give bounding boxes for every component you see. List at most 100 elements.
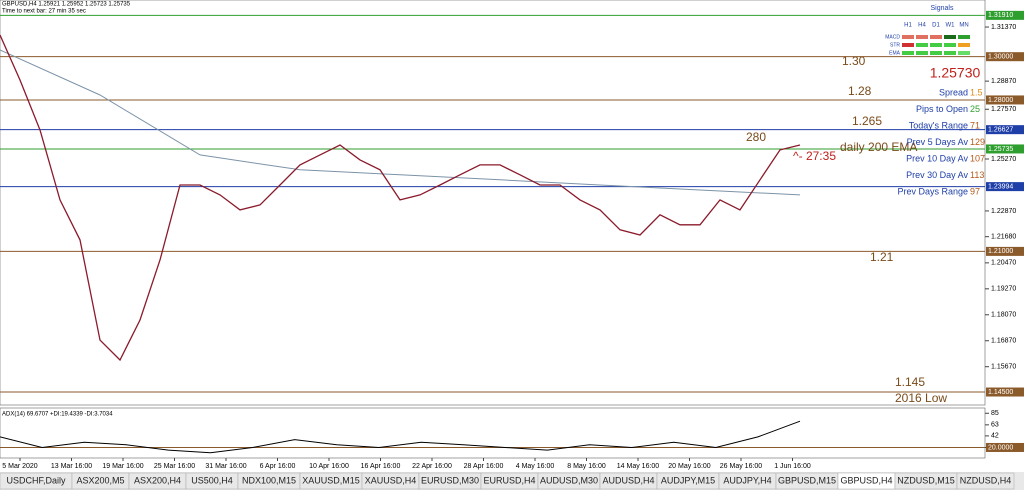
tab-label[interactable]: GBPUSD,M15 [778,475,836,485]
time-label: 19 Mar 16:00 [102,463,143,470]
time-label: 13 Mar 16:00 [51,463,92,470]
tab-label[interactable]: NZDUSD,H4 [960,475,1012,485]
stat-label: Prev 10 Day Av [906,153,968,163]
signal-box [902,43,914,47]
annotation: 1.265 [852,114,882,128]
level-label: 1.14500 [988,389,1013,396]
y-tick-label: 1.22870 [991,208,1016,215]
y-tick-label: 1.28870 [991,78,1016,85]
level-box [986,10,1024,20]
stat-value: 129 [970,137,985,147]
signal-box [902,35,914,39]
ema-line [0,49,801,196]
time-label: 20 May 16:00 [668,463,711,470]
tab-label[interactable]: GBPUSD,H4 [840,475,892,485]
price-line [0,34,801,362]
stat-value: 113 [970,170,984,180]
stat-label: Spread [939,87,968,97]
signal-box [958,43,970,47]
annotation: 280 [746,130,766,144]
y-tick-label: 1.27570 [991,106,1016,113]
tab-label[interactable]: NZDUSD,M15 [897,475,955,485]
stat-value: 25 [970,104,980,114]
ind-level-box [986,442,1024,452]
tab-label[interactable]: XAUUSD,H4 [365,475,417,485]
tab-label[interactable]: EURUSD,M30 [421,475,479,485]
tab-label[interactable]: ASX200,H4 [134,475,181,485]
y-tick-label: 1.16870 [991,338,1016,345]
y-tick-label: 1.20470 [991,260,1016,267]
annotation: ^- 27:35 [793,149,836,163]
level-label: 1.28000 [988,97,1013,104]
time-label: 26 May 16:00 [720,463,763,470]
time-label: 16 Apr 16:00 [361,463,401,470]
stat-value: 107 [970,153,985,163]
price-big: 1.25730 [930,65,981,81]
indicator-frame [0,407,986,459]
tab-label[interactable]: XAUUSD,M15 [302,475,360,485]
signal-col: H4 [918,23,926,29]
tab-label[interactable]: USDCHF,Daily [6,475,66,485]
stat-value: 97 [970,186,980,196]
level-box [986,387,1024,397]
tab-label[interactable]: AUDUSD,M30 [540,475,598,485]
signal-col: W1 [946,23,956,29]
chart-frame [0,0,986,406]
level-box [986,95,1024,105]
time-label: 25 Mar 16:00 [154,463,195,470]
signal-box [902,51,914,55]
annotation: 1.21 [870,250,894,264]
time-label: 31 Mar 16:00 [205,463,246,470]
signal-box [944,43,956,47]
signal-col: MN [959,23,968,29]
time-label: 14 May 16:00 [617,463,660,470]
time-label: 28 Apr 16:00 [464,463,504,470]
signal-box [930,43,942,47]
signal-box [958,51,970,55]
indicator-title: ADX(14) 69.6707 +DI:19.4339 -DI:3.7034 [2,412,113,418]
level-label: 1.21000 [988,248,1013,255]
time-label: 10 Apr 16:00 [309,463,349,470]
timer: Time to next bar: 27 min 35 sec [2,9,86,15]
tab-label[interactable]: AUDJPY,M15 [661,475,715,485]
level-box [986,246,1024,256]
signal-row: STR [890,42,900,48]
level-label: 1.30000 [988,54,1013,61]
tab-label[interactable]: EURUSD,H4 [483,475,535,485]
y-tick-label: 1.25270 [991,156,1016,163]
time-label: 5 Mar 2020 [2,463,38,470]
tab-label[interactable]: ASX200,M5 [76,475,124,485]
annotation: 1.30 [842,54,866,68]
signals-title: Signals [931,5,954,12]
y-tick-label: 1.21680 [991,234,1016,241]
stat-label: Today's Range [909,120,968,130]
annotation: 1.145 [895,375,925,389]
time-label: 1 Jun 16:00 [774,463,811,470]
tab[interactable] [956,472,1015,490]
signal-box [944,51,956,55]
time-label: 22 Apr 16:00 [412,463,452,470]
y-tick-label: 1.31370 [991,24,1016,31]
level-box [986,144,1024,154]
tab-label[interactable]: US500,H4 [191,475,233,485]
stat-label: Pips to Open [916,104,968,114]
tab-label[interactable]: AUDUSD,H4 [602,475,654,485]
time-label: 4 May 16:00 [516,463,555,470]
ind-level-label: 20.0000 [988,444,1013,451]
tab-label[interactable]: NDX100,M15 [242,475,296,485]
signal-row: MACD [885,34,900,40]
ind-tick-label: 63 [991,422,999,429]
stat-label: Prev 30 Day Av [906,170,968,180]
signal-box [944,35,956,39]
level-box [986,52,1024,62]
symbol-line: GBPUSD,H4 1.25921 1.25952 1.25723 1.2573… [2,2,131,8]
signal-box [916,43,928,47]
signal-box [930,51,942,55]
level-label: 1.26627 [988,127,1013,134]
stat-value: 1.5 [970,87,983,97]
signal-box [916,35,928,39]
signal-col: D1 [932,23,940,29]
y-tick-label: 1.15670 [991,364,1016,371]
tab-label[interactable]: AUDJPY,H4 [723,475,771,485]
signal-col: H1 [904,23,912,29]
